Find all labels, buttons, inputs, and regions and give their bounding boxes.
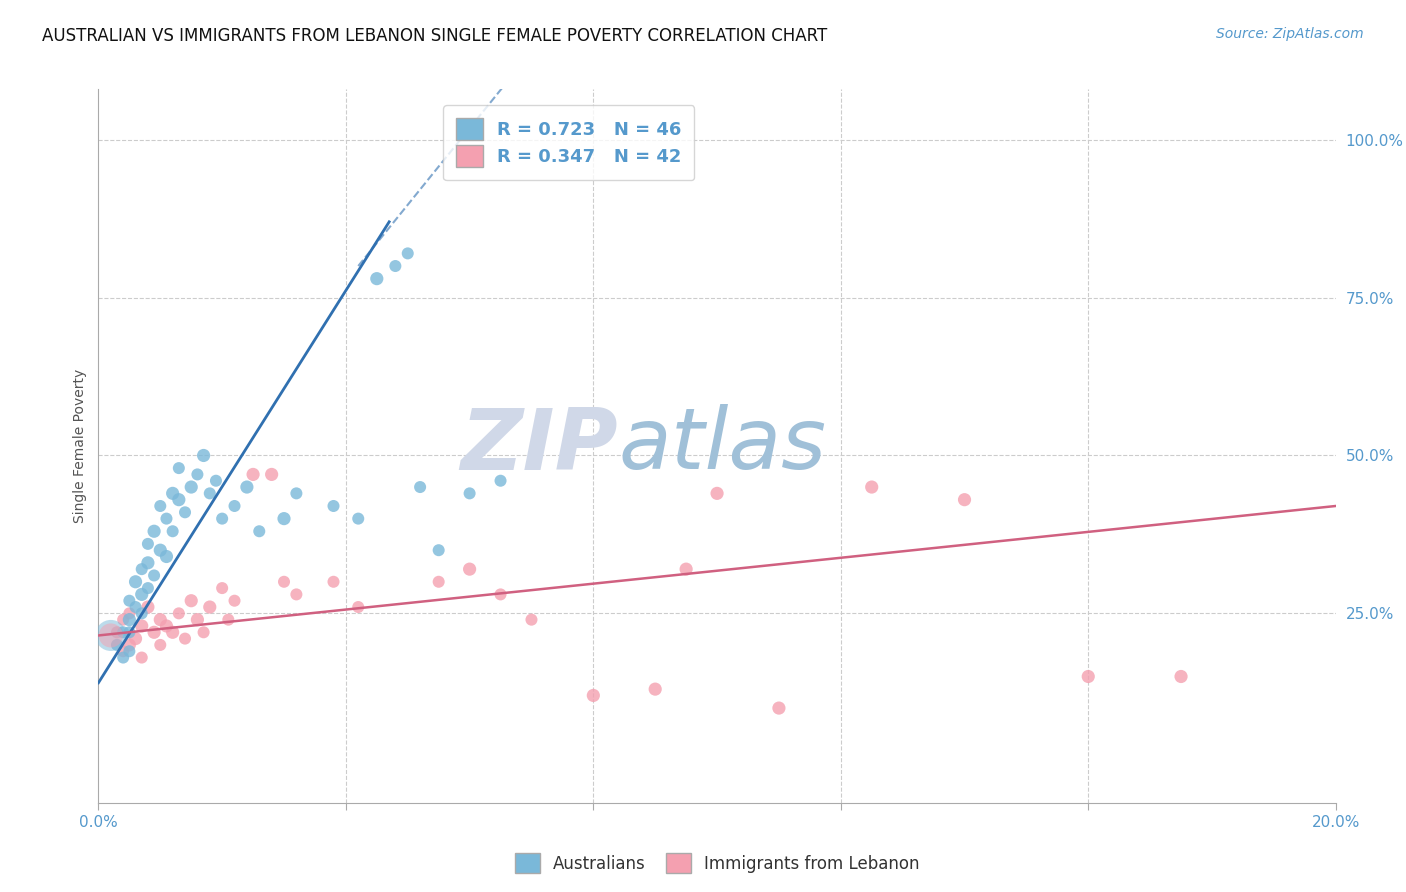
Point	[143, 524, 166, 539]
Point	[180, 593, 202, 607]
Point	[112, 625, 135, 640]
Text: Source: ZipAtlas.com: Source: ZipAtlas.com	[1216, 27, 1364, 41]
Y-axis label: Single Female Poverty: Single Female Poverty	[73, 369, 87, 523]
Point	[860, 480, 883, 494]
Point	[458, 486, 481, 500]
Point	[384, 259, 406, 273]
Point	[136, 537, 159, 551]
Point	[155, 511, 177, 525]
Point	[706, 486, 728, 500]
Point	[118, 625, 141, 640]
Point	[211, 581, 233, 595]
Point	[136, 556, 159, 570]
Point	[124, 632, 146, 646]
Point	[149, 613, 172, 627]
Point	[224, 499, 246, 513]
Point	[644, 682, 666, 697]
Point	[100, 628, 122, 642]
Point	[409, 480, 432, 494]
Point	[118, 644, 141, 658]
Point	[124, 600, 146, 615]
Point	[149, 499, 172, 513]
Point	[118, 593, 141, 607]
Point	[520, 613, 543, 627]
Point	[247, 524, 270, 539]
Point	[582, 689, 605, 703]
Point	[118, 607, 141, 621]
Point	[236, 480, 259, 494]
Point	[136, 581, 159, 595]
Point	[112, 644, 135, 658]
Point	[347, 511, 370, 525]
Point	[105, 625, 128, 640]
Point	[489, 587, 512, 601]
Point	[118, 638, 141, 652]
Point	[162, 524, 184, 539]
Point	[193, 625, 215, 640]
Point	[285, 587, 308, 601]
Point	[131, 619, 153, 633]
Text: atlas: atlas	[619, 404, 827, 488]
Point	[131, 607, 153, 621]
Point	[143, 568, 166, 582]
Point	[118, 613, 141, 627]
Point	[322, 574, 344, 589]
Point	[149, 638, 172, 652]
Point	[489, 474, 512, 488]
Point	[167, 492, 190, 507]
Point	[953, 492, 976, 507]
Point	[186, 467, 208, 482]
Point	[143, 625, 166, 640]
Point	[124, 574, 146, 589]
Point	[193, 449, 215, 463]
Point	[131, 587, 153, 601]
Point	[112, 650, 135, 665]
Point	[1170, 669, 1192, 683]
Point	[198, 486, 221, 500]
Point	[458, 562, 481, 576]
Point	[427, 574, 450, 589]
Point	[186, 613, 208, 627]
Point	[131, 650, 153, 665]
Point	[217, 613, 239, 627]
Point	[174, 505, 197, 519]
Point	[285, 486, 308, 500]
Point	[100, 628, 122, 642]
Point	[675, 562, 697, 576]
Point	[242, 467, 264, 482]
Point	[322, 499, 344, 513]
Point	[198, 600, 221, 615]
Point	[273, 511, 295, 525]
Point	[205, 474, 228, 488]
Point	[366, 271, 388, 285]
Point	[136, 600, 159, 615]
Point	[396, 246, 419, 260]
Point	[260, 467, 283, 482]
Point	[167, 607, 190, 621]
Point	[180, 480, 202, 494]
Point	[149, 543, 172, 558]
Point	[347, 600, 370, 615]
Text: ZIP: ZIP	[460, 404, 619, 488]
Point	[167, 461, 190, 475]
Point	[768, 701, 790, 715]
Legend: Australians, Immigrants from Lebanon: Australians, Immigrants from Lebanon	[508, 847, 927, 880]
Point	[174, 632, 197, 646]
Point	[155, 549, 177, 564]
Text: AUSTRALIAN VS IMMIGRANTS FROM LEBANON SINGLE FEMALE POVERTY CORRELATION CHART: AUSTRALIAN VS IMMIGRANTS FROM LEBANON SI…	[42, 27, 827, 45]
Point	[211, 511, 233, 525]
Point	[162, 486, 184, 500]
Point	[112, 613, 135, 627]
Point	[155, 619, 177, 633]
Point	[105, 638, 128, 652]
Point	[131, 562, 153, 576]
Point	[427, 543, 450, 558]
Point	[162, 625, 184, 640]
Point	[273, 574, 295, 589]
Point	[224, 593, 246, 607]
Point	[1077, 669, 1099, 683]
